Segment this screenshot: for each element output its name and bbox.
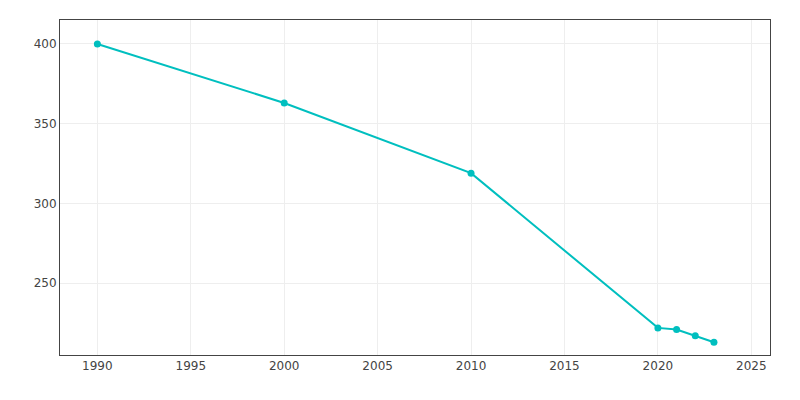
svg-text:2015: 2015 — [549, 359, 580, 373]
svg-text:2010: 2010 — [456, 359, 487, 373]
svg-text:2020: 2020 — [643, 359, 674, 373]
svg-text:300: 300 — [34, 197, 57, 211]
svg-text:1995: 1995 — [176, 359, 207, 373]
svg-text:350: 350 — [34, 117, 57, 131]
svg-text:2005: 2005 — [362, 359, 393, 373]
svg-text:1990: 1990 — [82, 359, 113, 373]
svg-text:2025: 2025 — [736, 359, 767, 373]
svg-text:2000: 2000 — [269, 359, 300, 373]
svg-text:250: 250 — [34, 276, 57, 290]
svg-text:400: 400 — [34, 37, 57, 51]
